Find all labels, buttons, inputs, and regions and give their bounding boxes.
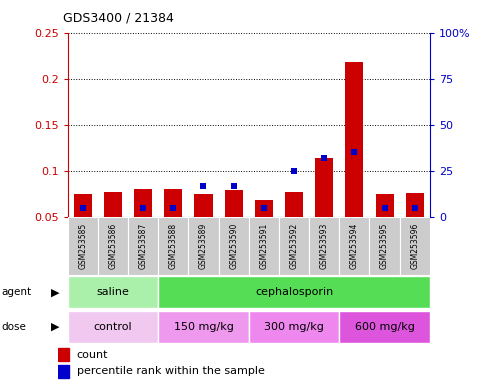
Bar	[134, 189, 152, 217]
Text: cephalosporin: cephalosporin	[255, 287, 333, 297]
Bar	[158, 217, 188, 275]
Text: GSM253591: GSM253591	[259, 223, 269, 269]
Bar	[309, 217, 339, 275]
Text: GSM253592: GSM253592	[289, 223, 298, 269]
Bar	[376, 194, 394, 217]
Bar	[68, 276, 158, 308]
Text: agent: agent	[1, 287, 31, 297]
Text: saline: saline	[97, 287, 129, 297]
Bar	[158, 311, 249, 343]
Bar	[58, 365, 69, 378]
Bar	[98, 217, 128, 275]
Text: GSM253594: GSM253594	[350, 223, 359, 269]
Bar	[249, 217, 279, 275]
Text: dose: dose	[1, 322, 27, 332]
Bar	[58, 348, 69, 361]
Bar	[68, 311, 158, 343]
Bar	[68, 217, 98, 275]
Bar	[339, 217, 369, 275]
Bar	[73, 194, 92, 217]
Bar	[406, 193, 424, 217]
Text: control: control	[94, 322, 132, 332]
Text: GSM253595: GSM253595	[380, 223, 389, 269]
Bar	[315, 158, 333, 217]
Text: GSM253590: GSM253590	[229, 223, 238, 269]
Text: percentile rank within the sample: percentile rank within the sample	[77, 366, 264, 376]
Bar	[219, 217, 249, 275]
Bar	[104, 192, 122, 217]
Bar	[255, 200, 273, 217]
Text: ▶: ▶	[51, 322, 59, 332]
Text: GSM253586: GSM253586	[108, 223, 117, 269]
Text: GSM253596: GSM253596	[410, 223, 419, 269]
Text: ▶: ▶	[51, 287, 59, 297]
Bar	[249, 311, 339, 343]
Text: GSM253587: GSM253587	[139, 223, 148, 269]
Text: 150 mg/kg: 150 mg/kg	[173, 322, 233, 332]
Bar	[339, 311, 430, 343]
Bar	[158, 276, 430, 308]
Text: GSM253585: GSM253585	[78, 223, 87, 269]
Text: 600 mg/kg: 600 mg/kg	[355, 322, 414, 332]
Text: GSM253593: GSM253593	[320, 223, 329, 269]
Text: GSM253588: GSM253588	[169, 223, 178, 269]
Bar	[285, 192, 303, 217]
Bar	[400, 217, 430, 275]
Bar	[164, 189, 183, 217]
Bar	[225, 190, 242, 217]
Bar	[188, 217, 219, 275]
Bar	[128, 217, 158, 275]
Bar	[345, 62, 364, 217]
Bar	[369, 217, 400, 275]
Bar	[279, 217, 309, 275]
Text: count: count	[77, 349, 108, 359]
Text: GSM253589: GSM253589	[199, 223, 208, 269]
Bar	[195, 194, 213, 217]
Text: 300 mg/kg: 300 mg/kg	[264, 322, 324, 332]
Text: GDS3400 / 21384: GDS3400 / 21384	[63, 12, 174, 25]
